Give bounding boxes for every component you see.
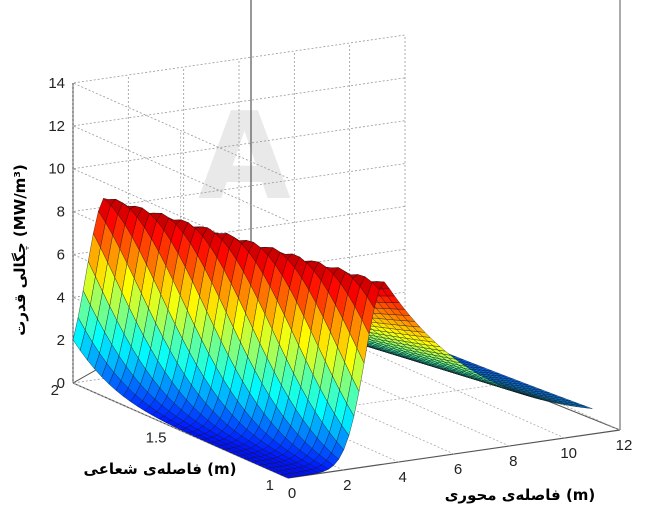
z-tick-label: 8: [57, 204, 65, 221]
x-tick-label: 10: [560, 445, 577, 462]
x-tick-label: 8: [509, 453, 517, 470]
y-axis-label: فاصله‌ی شعاعی (m): [84, 460, 237, 478]
x-axis-label: فاصله‌ی محوری (m): [445, 486, 596, 504]
z-tick-label: 14: [48, 75, 65, 92]
floor-grid-x: [349, 342, 565, 439]
floor-grid-x: [294, 350, 510, 447]
z-axis-label: چگالی قدرت (MW/m³): [11, 164, 30, 336]
z-tick-label: 4: [57, 289, 65, 306]
z-tick-label: 0: [57, 375, 65, 392]
z-tick-label: 6: [57, 246, 65, 263]
y-tick-label: 2: [51, 382, 59, 399]
y-tick-label: 1: [266, 477, 274, 494]
x-tick-label: 0: [288, 485, 296, 502]
watermark-text: A: [198, 88, 291, 227]
surface-patch: [280, 473, 294, 479]
x-tick-label: 2: [343, 477, 351, 494]
z-tick-label: 10: [48, 161, 65, 178]
surface-mesh: [72, 197, 593, 479]
y-tick-label: 1.5: [146, 430, 167, 447]
x-tick-label: 6: [454, 461, 462, 478]
z-tick-label: 2: [57, 332, 65, 349]
x-tick-label: 4: [398, 469, 406, 486]
z-tick-label: 12: [48, 118, 65, 135]
x-tick-label: 12: [616, 437, 633, 454]
